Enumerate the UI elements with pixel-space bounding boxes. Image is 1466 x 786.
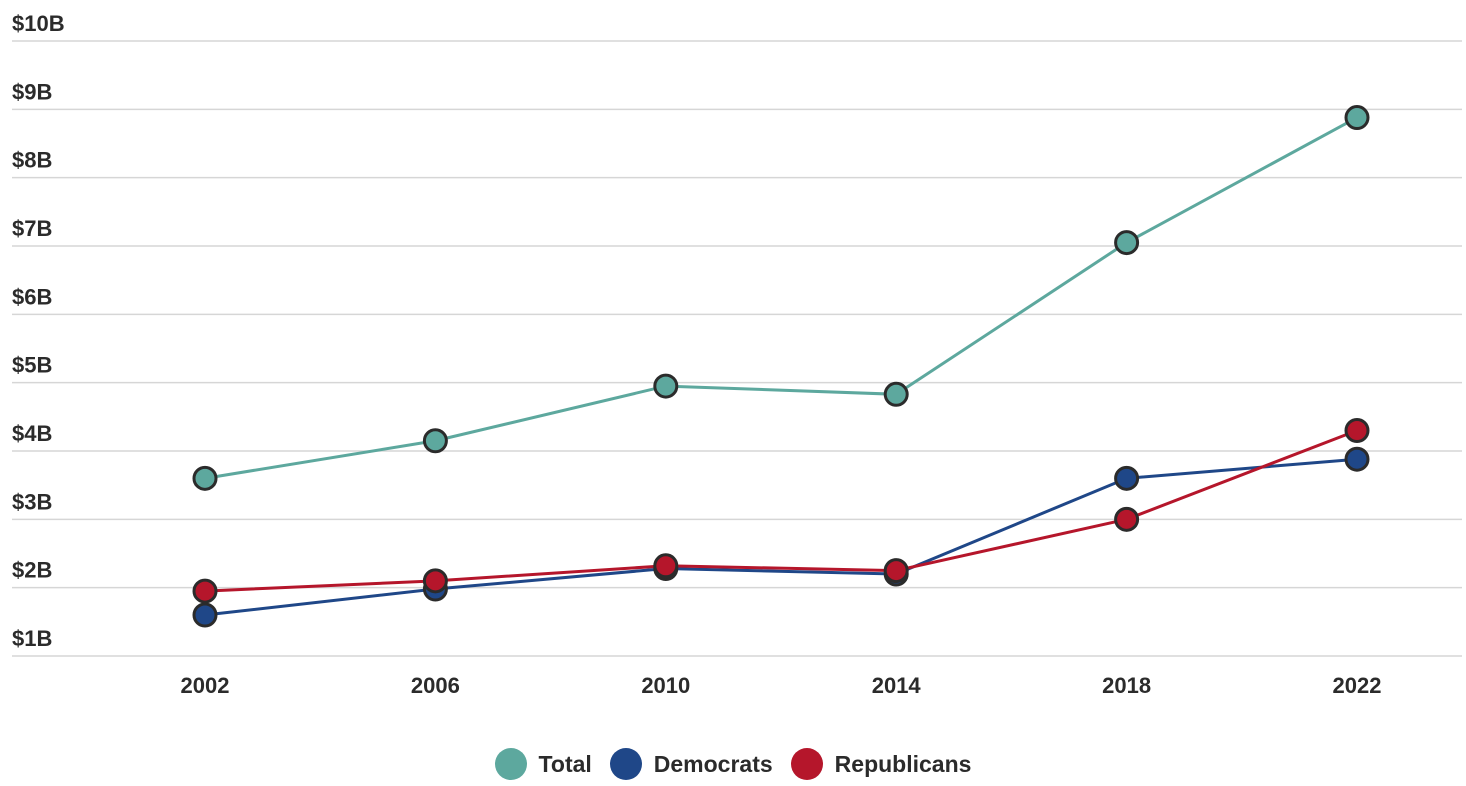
- series-line-total: [204, 116, 1358, 480]
- x-tick-label: 2022: [1333, 673, 1382, 698]
- legend-swatch-democrats: [609, 748, 642, 780]
- legend-label-republicans: Republicans: [834, 750, 972, 777]
- data-point-republicans[interactable]: [1114, 506, 1140, 532]
- grid-lines: [12, 40, 1462, 657]
- legend-label-total: Total: [538, 750, 592, 777]
- data-point-democrats[interactable]: [1344, 446, 1370, 472]
- y-tick-label: $10B: [12, 11, 65, 36]
- data-point-total[interactable]: [422, 428, 448, 454]
- legend-label-democrats: Democrats: [653, 750, 773, 777]
- data-point-republicans[interactable]: [192, 578, 218, 604]
- x-tick-label: 2014: [872, 673, 922, 698]
- y-tick-label: $1B: [12, 626, 52, 651]
- y-tick-label: $6B: [12, 284, 52, 309]
- x-tick-label: 2006: [411, 673, 460, 698]
- data-point-total[interactable]: [192, 465, 218, 491]
- legend-item-democrats[interactable]: Democrats: [609, 748, 773, 780]
- y-tick-label: $3B: [12, 489, 52, 514]
- y-tick-label: $9B: [12, 79, 52, 104]
- data-point-democrats[interactable]: [1114, 465, 1140, 491]
- data-point-total[interactable]: [883, 381, 909, 407]
- y-tick-label: $5B: [12, 353, 52, 378]
- data-point-republicans[interactable]: [1344, 418, 1370, 443]
- legend-swatch-republicans: [790, 748, 823, 780]
- legend-swatch-total: [494, 748, 527, 780]
- data-point-republicans[interactable]: [883, 558, 909, 584]
- y-tick-label: $2B: [12, 558, 52, 583]
- line-chart: $1B $2B $3B $4B $5B $6B $7B $8B $9B $10B 2002 2006…: [12, 11, 1462, 698]
- data-point-republicans[interactable]: [422, 568, 448, 594]
- series-line-democrats: [204, 457, 1358, 617]
- y-tick-label: $7B: [12, 216, 52, 241]
- legend-item-total[interactable]: Total: [494, 748, 592, 780]
- y-tick-label: $8B: [12, 148, 52, 173]
- x-tick-label: 2010: [641, 673, 690, 698]
- data-point-democrats[interactable]: [192, 602, 218, 628]
- series-line-republicans: [204, 429, 1358, 593]
- data-point-total[interactable]: [1114, 230, 1140, 256]
- x-tick-label: 2018: [1102, 673, 1151, 698]
- legend: Total Democrats Republicans: [0, 748, 1466, 780]
- y-tick-label: $4B: [12, 421, 52, 446]
- legend-item-republicans[interactable]: Republicans: [790, 748, 972, 780]
- data-point-total[interactable]: [1344, 105, 1370, 131]
- data-point-total[interactable]: [653, 373, 679, 399]
- series-lines: [204, 116, 1358, 617]
- x-tick-label: 2002: [181, 673, 230, 698]
- y-axis-ticks: $1B $2B $3B $4B $5B $6B $7B $8B $9B $10B: [12, 11, 65, 651]
- series-points: [192, 105, 1370, 628]
- data-point-republicans[interactable]: [653, 553, 679, 579]
- x-axis-ticks: 2002 2006 2010 2014 2018 2022: [181, 673, 1382, 698]
